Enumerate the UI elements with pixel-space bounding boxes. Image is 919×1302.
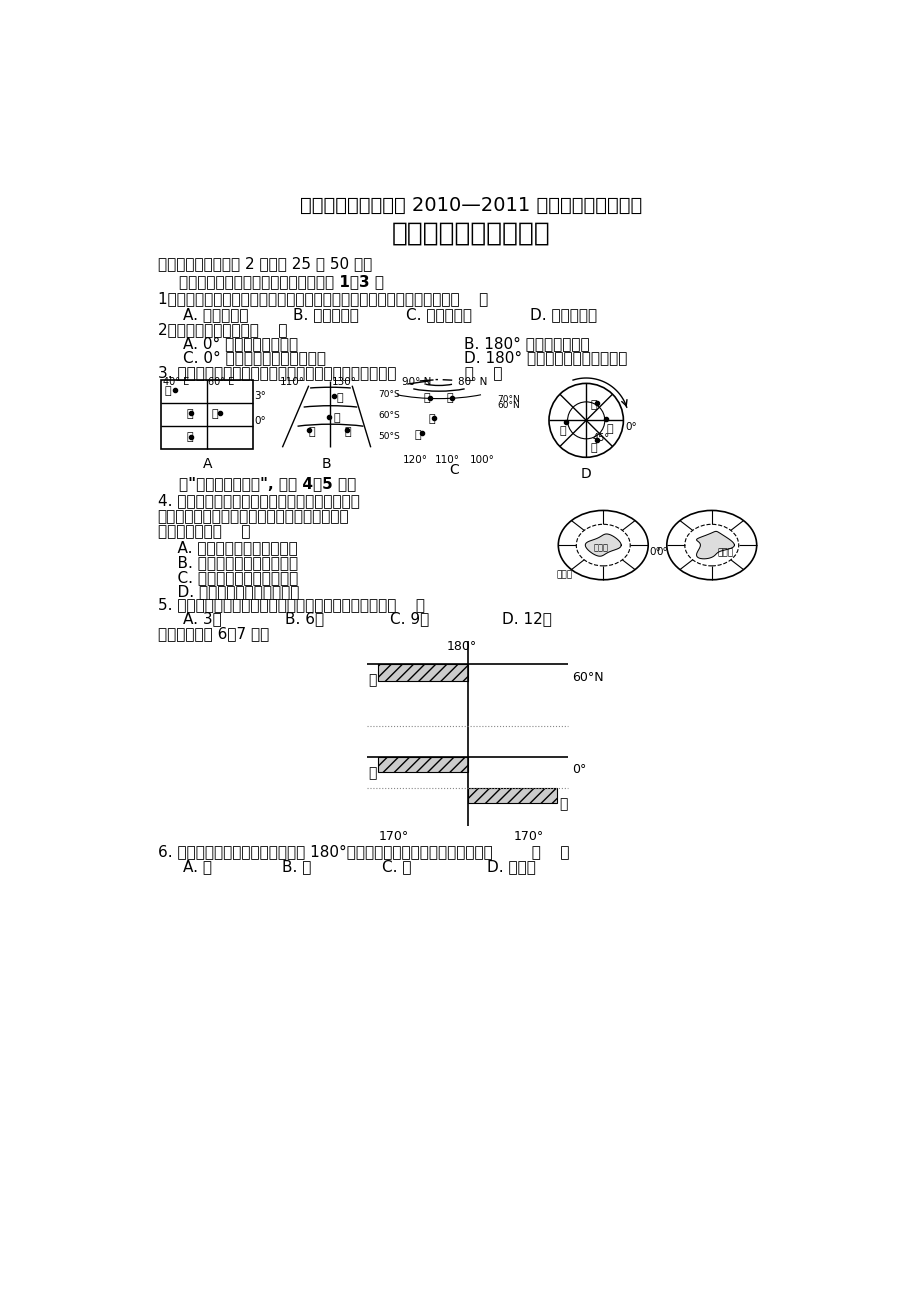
Text: 60°S: 60°S [378, 411, 400, 421]
Text: 甲: 甲 [165, 385, 171, 396]
Text: B. 180° 经线东是东经度: B. 180° 经线东是东经度 [463, 336, 589, 352]
Text: D. 太平洋、印度洋、大西洋: D. 太平洋、印度洋、大西洋 [157, 585, 299, 599]
Text: 乙: 乙 [336, 393, 343, 404]
Text: A. 东西和南北: A. 东西和南北 [183, 307, 248, 322]
Text: 0°: 0° [255, 417, 266, 427]
Text: 甲: 甲 [589, 400, 596, 410]
Text: 0°: 0° [572, 763, 586, 776]
Text: 乙: 乙 [427, 414, 435, 424]
Text: 70°N: 70°N [496, 395, 519, 404]
Text: 2、下列说法正确的是（    ）: 2、下列说法正确的是（ ） [157, 322, 287, 337]
Text: 70°S: 70°S [378, 391, 400, 400]
Text: 110°: 110° [279, 378, 305, 387]
Bar [467, 788, 556, 803]
Text: 甲: 甲 [447, 393, 453, 404]
Text: 丙: 丙 [211, 409, 219, 419]
Text: 丙: 丙 [559, 797, 567, 811]
Text: 3°: 3° [255, 391, 267, 401]
Text: 分析判断下列有关经纬线的说法，完成 1～3 题: 分析判断下列有关经纬线的说法，完成 1～3 题 [157, 273, 383, 289]
Text: 一、选择题（每小题 2 分，共 25 题 50 分）: 一、选择题（每小题 2 分，共 25 题 50 分） [157, 256, 371, 271]
Bar [162, 380, 253, 449]
Text: B. 乙: B. 乙 [281, 859, 311, 874]
Text: 90° N: 90° N [402, 378, 431, 387]
Text: C: C [448, 462, 458, 477]
Text: D. 12月: D. 12月 [502, 612, 551, 626]
Text: A: A [202, 457, 211, 470]
Polygon shape [584, 534, 620, 556]
Text: 0°: 0° [624, 422, 636, 432]
Text: 1、在地图上判断方向的方法有多种，其中纬线和经线分别指示的方向是（    ）: 1、在地图上判断方向的方法有多种，其中纬线和经线分别指示的方向是（ ） [157, 290, 487, 306]
Text: 0°: 0° [649, 547, 661, 557]
Text: 昆明三中、滇池中学 2010—2011 学年上学期期中考试: 昆明三中、滇池中学 2010—2011 学年上学期期中考试 [300, 197, 642, 215]
Text: 60°N: 60°N [496, 401, 519, 410]
Text: 乙: 乙 [186, 409, 193, 419]
Text: C. 东北和西南: C. 东北和西南 [405, 307, 471, 322]
Text: B. 6月: B. 6月 [285, 612, 324, 626]
Text: 80° N: 80° N [457, 378, 486, 387]
Text: B: B [322, 457, 331, 470]
Text: 高二地理试卷（文科）: 高二地理试卷（文科） [391, 220, 550, 246]
Text: 100°: 100° [470, 454, 494, 465]
Text: C. 0° 纬线是南北半球的分界线: C. 0° 纬线是南北半球的分界线 [183, 350, 326, 366]
Text: 丁: 丁 [423, 393, 429, 404]
Text: 丁: 丁 [344, 427, 351, 437]
Text: 60°N: 60°N [572, 671, 603, 684]
Text: D. 西南和东北: D. 西南和东北 [529, 307, 596, 322]
Text: 4. 我国一艘科学考察船从长城站附近海域出发，: 4. 我国一艘科学考察船从长城站附近海域出发， [157, 493, 359, 509]
Polygon shape [696, 531, 733, 559]
Text: 50°S: 50°S [378, 432, 400, 441]
Text: C. 大西洋、太平洋、印度洋: C. 大西洋、太平洋、印度洋 [157, 570, 298, 585]
Text: 黄河站: 黄河站 [717, 548, 733, 557]
Text: 中山站: 中山站 [594, 543, 608, 552]
Text: 甲: 甲 [368, 673, 377, 687]
Bar [378, 664, 467, 681]
Text: 180°: 180° [446, 639, 476, 652]
Text: 丁: 丁 [186, 432, 193, 441]
Text: C. 丙: C. 丙 [382, 859, 412, 874]
Text: A. 甲: A. 甲 [183, 859, 212, 874]
Text: 3. 下列四幅图中，甲地在乙地西北、丙地在丁地东南的是              （    ）: 3. 下列四幅图中，甲地在乙地西北、丙地在丁地东南的是 （ ） [157, 365, 502, 380]
Text: 丁: 丁 [589, 443, 596, 453]
Text: 丙: 丙 [559, 427, 565, 436]
Text: 0°: 0° [655, 547, 667, 557]
Text: 乙: 乙 [606, 424, 613, 434]
Bar [378, 756, 467, 772]
Text: D. 180° 经线是东西半球的分界线: D. 180° 经线是东西半球的分界线 [463, 350, 627, 366]
Text: 读下图，回答 6～7 题。: 读下图，回答 6～7 题。 [157, 626, 268, 641]
Text: 40° E: 40° E [163, 378, 189, 387]
Text: A. 3月: A. 3月 [183, 612, 221, 626]
Text: 的先后顺序是（    ）: 的先后顺序是（ ） [157, 525, 250, 539]
Text: B. 太平洋、大西洋、印度洋: B. 太平洋、大西洋、印度洋 [157, 555, 298, 570]
Text: A. 大西洋、印度洋、太平洋: A. 大西洋、印度洋、太平洋 [157, 540, 297, 556]
Text: 丙: 丙 [309, 427, 315, 437]
Text: 170°: 170° [378, 829, 408, 842]
Text: 110°: 110° [435, 454, 460, 465]
Text: 170°: 170° [514, 829, 544, 842]
Text: 沿地球的自转方向绕南极洲航行一周，经过大洋: 沿地球的自转方向绕南极洲航行一周，经过大洋 [157, 509, 349, 523]
Text: 读"两极地区示意图", 回答 4～5 题。: 读"两极地区示意图", 回答 4～5 题。 [157, 475, 356, 491]
Text: 5. 我国某科学考察队选择去长城站进行科考的最佳时间（    ）: 5. 我国某科学考察队选择去长城站进行科考的最佳时间（ ） [157, 596, 425, 612]
Text: C. 9月: C. 9月 [390, 612, 429, 626]
Text: B. 南北和东西: B. 南北和东西 [293, 307, 358, 322]
Text: 60° E: 60° E [208, 378, 234, 387]
Text: 甲: 甲 [334, 414, 340, 423]
Text: 6. 甲、乙、丙三艘船同时出发驶向 180°经线，而且同时到达，速度最快的是        （    ）: 6. 甲、乙、丙三艘船同时出发驶向 180°经线，而且同时到达，速度最快的是 （… [157, 844, 569, 859]
Text: A. 0° 经线以西是东经度: A. 0° 经线以西是东经度 [183, 336, 298, 352]
Text: 120°: 120° [403, 454, 428, 465]
Text: D. 乙和丙: D. 乙和丙 [486, 859, 535, 874]
Text: 长城站: 长城站 [556, 570, 573, 579]
Text: 130°: 130° [332, 378, 357, 387]
Text: 乙: 乙 [368, 766, 377, 780]
Text: 丙: 丙 [414, 430, 420, 440]
Text: 45°: 45° [592, 434, 609, 443]
Text: D: D [580, 467, 591, 482]
